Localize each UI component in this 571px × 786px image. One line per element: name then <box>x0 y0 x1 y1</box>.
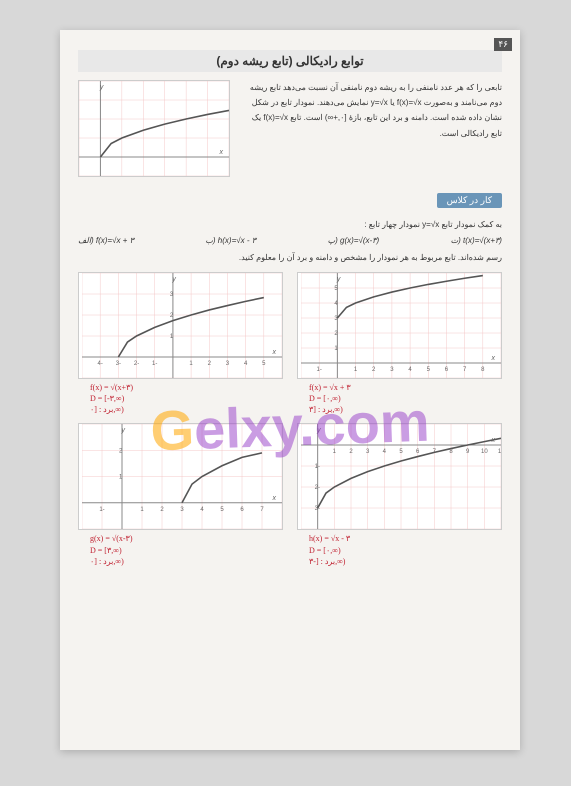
svg-text:7: 7 <box>463 367 467 373</box>
svg-text:10: 10 <box>481 449 488 455</box>
handwriting-br: g(x) = √(x-۳)D = [۳,∞)برد : [۰,∞) <box>78 533 283 567</box>
svg-text:-1: -1 <box>317 367 322 373</box>
formula-t: ت) t(x)=√(x+۳) <box>451 236 502 245</box>
lesson-title: توابع رادیکالی (تابع ریشه دوم) <box>78 50 502 72</box>
svg-text:y: y <box>121 427 126 434</box>
svg-text:x: x <box>491 437 496 444</box>
svg-text:-1: -1 <box>99 507 104 513</box>
svg-text:y: y <box>171 276 176 283</box>
svg-text:-2: -2 <box>134 361 139 367</box>
svg-text:2: 2 <box>372 367 376 373</box>
svg-text:-2: -2 <box>315 485 320 491</box>
handwriting-tl: f(x) = √x + ۳D = [۰,∞)برد : [۳,∞) <box>297 382 502 416</box>
intro-chart: xy <box>78 80 230 177</box>
svg-text:3: 3 <box>180 507 184 513</box>
formula-p: ب) h(x)=√x - ۳ <box>205 236 256 245</box>
chart-cell-tl: -11234567812345xy f(x) = √x + ۳D = [۰,∞)… <box>297 272 502 416</box>
svg-text:1: 1 <box>140 507 144 513</box>
body-text-2: رسم شده‌اند. تابع مربوط به هر نمودار را … <box>78 251 502 265</box>
body-text-1: به کمک نمودار تابع y=√x نمودار چهار تابع… <box>78 218 502 232</box>
svg-text:5: 5 <box>262 361 266 367</box>
svg-text:y: y <box>336 276 341 283</box>
svg-text:x: x <box>219 149 224 156</box>
svg-text:1: 1 <box>333 449 337 455</box>
chart-bl: 1234567891011-3-2-1xy <box>297 423 502 530</box>
svg-text:5: 5 <box>399 449 403 455</box>
svg-text:-1: -1 <box>152 361 157 367</box>
intro-row: تابعی را که هر عدد نامنفی را به ریشه دوم… <box>78 80 502 177</box>
svg-text:x: x <box>272 349 277 356</box>
chart-tr: -4-3-2-112345123xy <box>78 272 283 379</box>
handwriting-bl: h(x) = √x - ۳D = [۰,∞)برد : [-۳,∞) <box>297 533 502 567</box>
svg-text:6: 6 <box>416 449 420 455</box>
formula-b: پ) g(x)=√(x-۳) <box>328 236 380 245</box>
svg-text:11: 11 <box>498 449 501 455</box>
svg-text:8: 8 <box>449 449 453 455</box>
chart-tl: -11234567812345xy <box>297 272 502 379</box>
svg-text:2: 2 <box>160 507 164 513</box>
svg-text:5: 5 <box>220 507 224 513</box>
svg-text:-3: -3 <box>315 506 320 512</box>
svg-text:8: 8 <box>481 367 485 373</box>
svg-text:2: 2 <box>208 361 212 367</box>
chart-cell-tr: -4-3-2-112345123xy f(x) = √(x+۳)D = [-۳,… <box>78 272 283 416</box>
handwriting-tr: f(x) = √(x+۳)D = [-۳,∞)برد : [۰,∞) <box>78 382 283 416</box>
section-label: کار در کلاس <box>437 193 502 208</box>
svg-text:4: 4 <box>408 367 412 373</box>
document-page: ۴۶ توابع رادیکالی (تابع ریشه دوم) تابعی … <box>60 30 520 750</box>
intro-text: تابعی را که هر عدد نامنفی را به ریشه دوم… <box>240 80 502 177</box>
svg-text:6: 6 <box>240 507 244 513</box>
svg-text:2: 2 <box>349 449 353 455</box>
svg-text:5: 5 <box>427 367 431 373</box>
svg-text:3: 3 <box>390 367 394 373</box>
chart-cell-br: -1123456712xy g(x) = √(x-۳)D = [۳,∞)برد … <box>78 423 283 567</box>
svg-text:x: x <box>491 355 496 362</box>
page-number: ۴۶ <box>494 38 512 51</box>
svg-text:-1: -1 <box>315 464 320 470</box>
svg-text:6: 6 <box>445 367 449 373</box>
formula-row: ت) t(x)=√(x+۳) پ) g(x)=√(x-۳) ب) h(x)=√x… <box>78 236 502 245</box>
svg-text:4: 4 <box>200 507 204 513</box>
svg-text:-3: -3 <box>116 361 121 367</box>
svg-text:9: 9 <box>466 449 470 455</box>
svg-text:-4: -4 <box>98 361 103 367</box>
chart-br: -1123456712xy <box>78 423 283 530</box>
svg-text:4: 4 <box>244 361 248 367</box>
svg-text:3: 3 <box>226 361 230 367</box>
svg-text:4: 4 <box>383 449 387 455</box>
formula-a: الف) f(x)=√x + ۳ <box>78 236 134 245</box>
svg-text:x: x <box>272 495 277 502</box>
chart-cell-bl: 1234567891011-3-2-1xy h(x) = √x - ۳D = [… <box>297 423 502 567</box>
svg-text:1: 1 <box>354 367 358 373</box>
svg-text:y: y <box>99 84 104 91</box>
svg-text:3: 3 <box>366 449 370 455</box>
svg-text:y: y <box>316 427 321 434</box>
svg-text:1: 1 <box>189 361 193 367</box>
section-label-row: کار در کلاس <box>78 187 502 214</box>
svg-text:7: 7 <box>260 507 264 513</box>
charts-grid: -11234567812345xy f(x) = √x + ۳D = [۰,∞)… <box>78 272 502 567</box>
